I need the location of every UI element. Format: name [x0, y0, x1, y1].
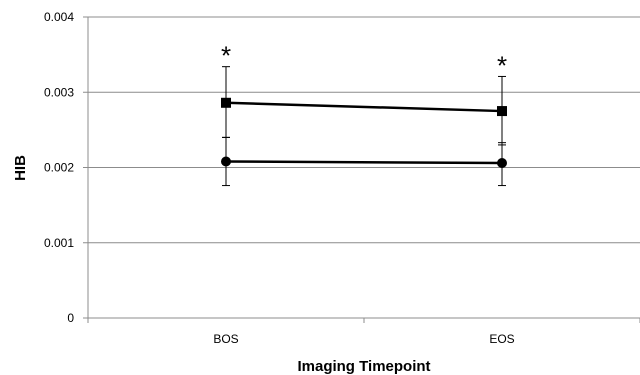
data-point-square	[497, 106, 507, 117]
y-tick-label: 0.002	[44, 161, 74, 175]
x-axis-title: Imaging Timepoint	[297, 358, 430, 375]
y-tick-labels: 0 0.001 0.002 0.003 0.004	[44, 10, 74, 325]
y-tick-label: 0.003	[44, 85, 74, 99]
axes	[83, 16, 640, 323]
annotations: * *	[221, 41, 507, 81]
series-lines	[221, 66, 507, 187]
x-tick-label: EOS	[489, 332, 514, 346]
series-line	[225, 101, 503, 113]
series-line	[225, 160, 503, 165]
y-tick-label: 0.004	[44, 10, 74, 24]
x-tick-label: BOS	[213, 332, 238, 346]
x-tick-labels: BOS EOS	[213, 332, 514, 346]
data-point-square	[221, 97, 231, 108]
significance-marker: *	[221, 41, 231, 71]
grid-lines	[88, 16, 640, 244]
y-axis-title: HIB	[12, 155, 29, 181]
significance-marker: *	[497, 50, 507, 80]
data-point-circle	[221, 156, 231, 167]
y-tick-label: 0	[67, 311, 74, 325]
data-point-circle	[497, 157, 507, 168]
y-tick-label: 0.001	[44, 236, 74, 250]
